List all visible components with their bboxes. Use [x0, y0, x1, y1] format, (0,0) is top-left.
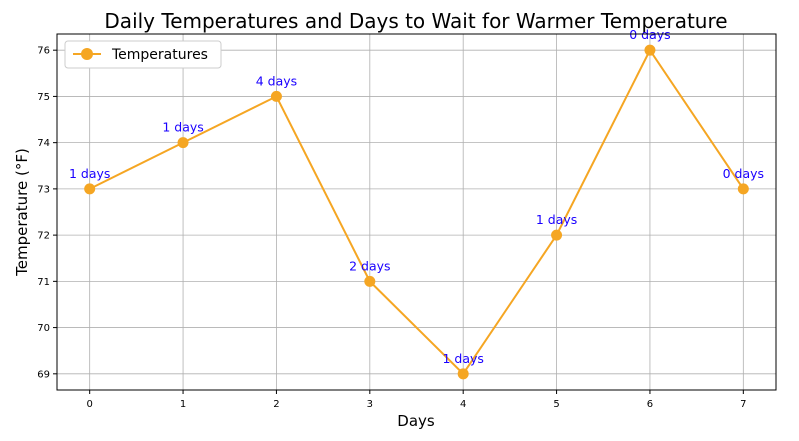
data-point — [84, 183, 96, 195]
data-point — [551, 229, 563, 241]
y-tick-label: 76 — [37, 46, 50, 57]
series-line — [89, 48, 745, 376]
data-label: 0 days — [723, 166, 764, 181]
y-tick-label: 75 — [37, 92, 50, 103]
data-point — [457, 368, 469, 380]
y-tick-label: 70 — [37, 323, 50, 334]
data-label: 1 days — [69, 166, 110, 181]
x-tick-label: 0 — [86, 399, 92, 410]
data-point — [270, 90, 282, 102]
x-tick-label: 4 — [460, 399, 466, 410]
legend: Temperatures — [64, 40, 222, 69]
y-tick-label: 74 — [37, 138, 50, 149]
x-tick-label: 2 — [273, 399, 279, 410]
y-tick-label: 73 — [37, 184, 50, 195]
data-point — [644, 44, 656, 56]
data-label: 1 days — [162, 120, 203, 135]
chart-title: Daily Temperatures and Days to Wait for … — [104, 9, 727, 33]
x-tick-label: 1 — [180, 399, 186, 410]
x-tick-label: 6 — [647, 399, 653, 410]
y-tick-label: 69 — [37, 369, 50, 380]
data-label: 1 days — [442, 351, 483, 366]
x-tick-label: 5 — [553, 399, 559, 410]
data-point — [177, 137, 189, 149]
data-label: 2 days — [349, 258, 390, 273]
legend-label: Temperatures — [111, 47, 208, 63]
plot-frame — [56, 33, 777, 391]
ticks-layer: 0 1 2 3 4 5 6 7 69 70 71 72 73 74 75 76 — [37, 46, 746, 410]
data-label: 4 days — [256, 73, 297, 88]
data-point — [737, 183, 749, 195]
x-axis-label: Days — [397, 412, 435, 430]
y-tick-label: 71 — [37, 277, 50, 288]
annotations-layer: 1 days 1 days 4 days 2 days 1 days 1 days 0 da… — [69, 27, 764, 366]
series-layer — [84, 44, 749, 380]
x-tick-label: 7 — [740, 399, 746, 410]
y-axis-label: Temperature (°F) — [13, 148, 31, 277]
data-point — [364, 275, 376, 287]
data-label: 1 days — [536, 212, 577, 227]
legend-marker — [81, 48, 93, 60]
x-tick-label: 3 — [367, 399, 373, 410]
grid — [57, 34, 776, 390]
legend-box — [64, 40, 222, 69]
data-label: 0 days — [629, 27, 670, 42]
y-tick-label: 72 — [37, 231, 50, 242]
